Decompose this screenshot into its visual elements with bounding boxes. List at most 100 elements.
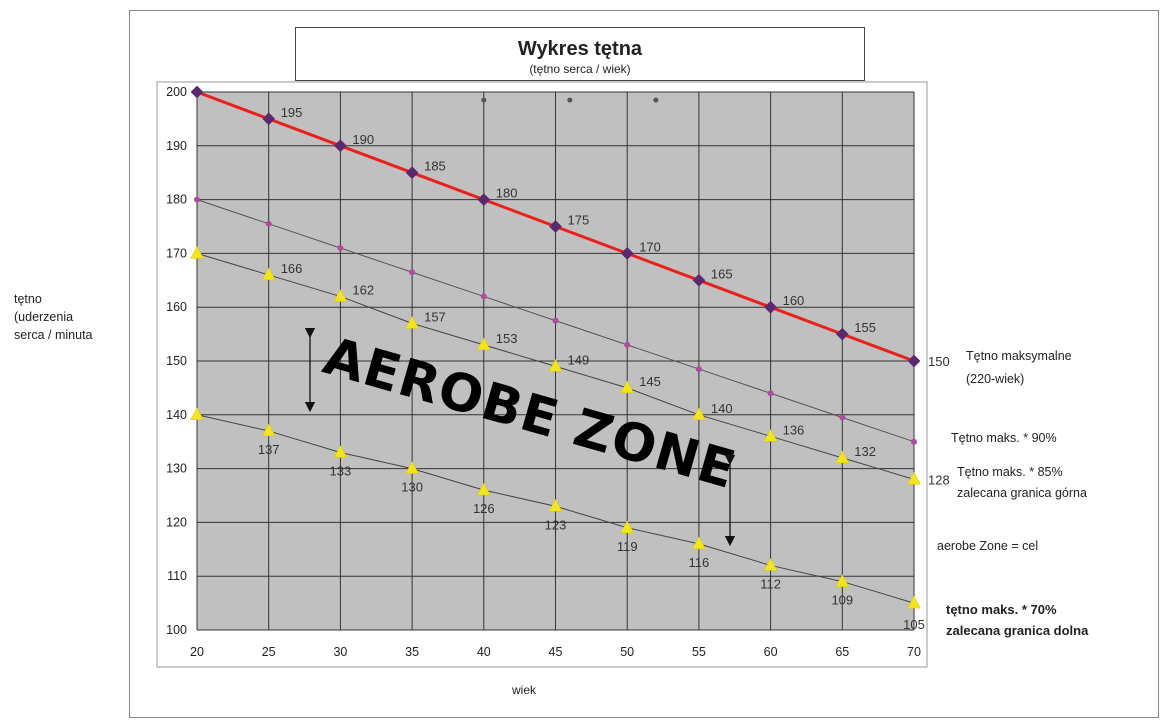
chart-title-box: Wykres tętna (tętno serca / wiek): [295, 27, 865, 81]
data-point: [695, 366, 702, 373]
data-point: [265, 220, 272, 227]
data-point: [334, 139, 347, 153]
data-label: 137: [258, 442, 280, 457]
data-point: [477, 193, 491, 206]
right-legend: Tętno maksymalne (220-wiek) Tętno maks. …: [937, 349, 1089, 638]
y-tick-labels: 100 110 120 130 140 150 160 170 180 190 200: [166, 85, 187, 637]
chart-subtitle: (tętno serca / wiek): [529, 62, 631, 76]
legend-max-line1: Tętno maksymalne: [966, 349, 1072, 363]
x-tick-label: 70: [907, 645, 921, 659]
data-point: [190, 407, 204, 421]
x-tick-label: 30: [333, 645, 347, 659]
y-tick-label: 160: [166, 300, 187, 314]
data-label: 112: [760, 576, 781, 591]
x-axis-label: wiek: [512, 683, 537, 697]
data-label: 145: [639, 374, 661, 389]
decorative-dot: [653, 97, 659, 103]
data-label: 170: [639, 239, 661, 254]
y-tick-label: 190: [166, 139, 187, 153]
data-point: [691, 407, 706, 421]
chart-title: Wykres tętna: [517, 38, 643, 60]
x-tick-label: 20: [190, 645, 204, 659]
x-tick-label: 35: [405, 645, 419, 659]
data-label: 119: [617, 539, 638, 554]
data-point: [409, 269, 416, 276]
y-tick-label: 140: [166, 408, 187, 422]
data-point: [548, 358, 563, 372]
data-point: [763, 557, 778, 571]
data-point: [480, 293, 487, 300]
data-label: 180: [496, 186, 518, 201]
data-point: [552, 317, 559, 324]
legend-max-line2: (220-wiek): [966, 372, 1024, 386]
data-label: 166: [281, 261, 303, 276]
data-labels: 195 190 185 180 175 170 165 160 155 150 166 162 157 1…: [258, 105, 950, 632]
data-label: 150: [928, 354, 950, 369]
x-tick-label: 60: [764, 645, 778, 659]
y-axis-label-line: tętno: [14, 292, 42, 306]
legend-85-line2: zalecana granica górna: [957, 486, 1087, 500]
data-point: [261, 267, 276, 281]
data-label: 185: [424, 159, 446, 174]
data-point: [405, 315, 420, 329]
y-tick-label: 110: [167, 569, 187, 583]
data-point: [907, 595, 921, 609]
data-label: 105: [903, 617, 925, 632]
data-point: [620, 380, 635, 394]
legend-70-line1: tętno maks. * 70%: [946, 602, 1057, 617]
data-label: 132: [854, 444, 876, 459]
legend-85-line1: Tętno maks. * 85%: [957, 465, 1063, 479]
data-label: 149: [568, 352, 590, 367]
x-tick-label: 25: [262, 645, 276, 659]
data-label: 155: [854, 320, 876, 335]
y-axis-label-line: serca / minuta: [14, 328, 93, 343]
data-point: [190, 85, 204, 99]
decorative-dot: [567, 97, 573, 103]
data-label: 109: [831, 593, 853, 608]
data-label: 162: [352, 282, 374, 297]
y-tick-label: 180: [166, 193, 187, 207]
legend-90: Tętno maks. * 90%: [951, 431, 1057, 445]
data-label: 160: [783, 293, 805, 308]
data-point: [190, 245, 204, 259]
data-label: 153: [496, 331, 518, 346]
data-point: [620, 520, 635, 534]
x-tick-label: 40: [477, 645, 491, 659]
y-tick-label: 100: [166, 623, 187, 637]
data-point: [262, 112, 276, 126]
data-label: 190: [352, 132, 374, 147]
legend-70-line2: zalecana granica dolna: [946, 623, 1089, 638]
data-label: 123: [545, 517, 567, 532]
data-point: [767, 390, 774, 397]
data-point: [835, 574, 850, 587]
x-tick-labels: 20 25 30 35 40 45 50 55 60 65 70: [190, 645, 921, 659]
x-tick-label: 45: [549, 645, 563, 659]
data-point: [261, 423, 276, 437]
data-point: [911, 438, 917, 445]
data-point: [839, 414, 846, 421]
data-label: 157: [424, 309, 446, 324]
data-label: 165: [711, 266, 733, 281]
data-point: [405, 461, 420, 474]
data-point: [333, 444, 348, 458]
data-point: [333, 288, 348, 302]
y-tick-label: 120: [166, 515, 187, 529]
data-point: [194, 196, 200, 203]
x-tick-label: 65: [835, 645, 849, 659]
grid-lines: [196, 91, 915, 631]
y-axis-label-line: (uderzenia: [14, 310, 74, 325]
data-label: 126: [473, 501, 495, 516]
data-label: 133: [330, 463, 352, 478]
data-point: [337, 245, 344, 252]
data-point: [405, 166, 419, 180]
y-tick-label: 200: [166, 85, 187, 99]
data-label: 130: [401, 480, 423, 495]
data-label: 116: [689, 555, 710, 570]
data-point: [624, 341, 631, 348]
data-label: 128: [928, 472, 950, 487]
data-point: [476, 337, 491, 351]
data-label: 175: [568, 213, 590, 228]
y-tick-label: 150: [166, 354, 187, 368]
x-tick-label: 50: [620, 645, 634, 659]
